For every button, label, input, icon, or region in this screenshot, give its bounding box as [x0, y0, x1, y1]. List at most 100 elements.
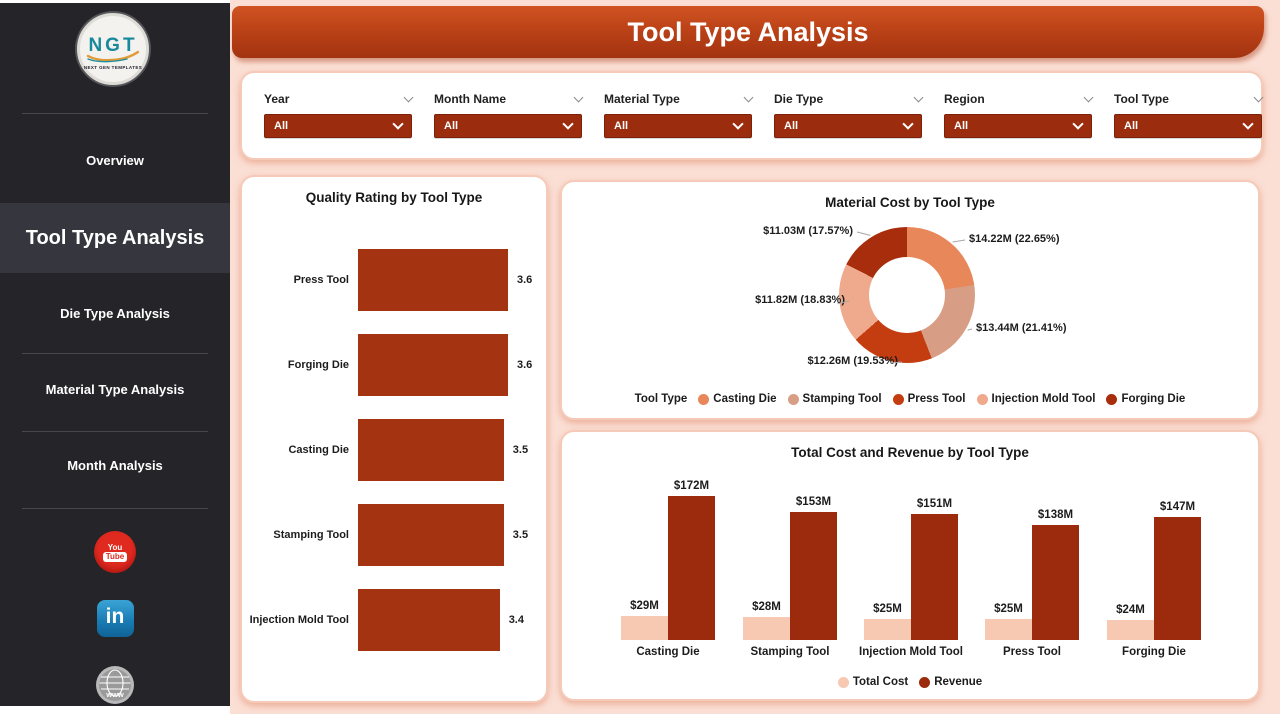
- chevron-down-icon: [1083, 92, 1094, 102]
- total-cost-bar-stamping-tool[interactable]: [743, 616, 790, 640]
- total-cost-bar-forging-die[interactable]: [1107, 619, 1154, 640]
- legend-item-revenue[interactable]: Revenue: [919, 676, 982, 688]
- slice-label-injection-mold-tool: $11.82M (18.83%): [755, 294, 845, 306]
- youtube-icon-text: You: [107, 542, 123, 552]
- filter-die-type-header[interactable]: Die Type: [774, 89, 924, 109]
- sidebar-item-tool-type-analysis[interactable]: Tool Type Analysis: [0, 203, 230, 273]
- sidebar-divider: [22, 353, 208, 354]
- total-cost-bar-injection-mold-tool[interactable]: [864, 619, 911, 640]
- legend-item-injection-mold-tool[interactable]: Injection Mold Tool: [976, 393, 1096, 405]
- legend-label: Injection Mold Tool: [991, 393, 1096, 405]
- filter-label: Tool Type: [1114, 92, 1169, 106]
- filter-value: All: [784, 120, 799, 132]
- legend-label: Total Cost: [852, 676, 909, 688]
- value-label: 3.5: [512, 529, 529, 541]
- page-title: Tool Type Analysis: [627, 16, 869, 47]
- quality-bar-row: Injection Mold Tool 3.4: [242, 589, 546, 651]
- sidebar-item-material-type-analysis[interactable]: Material Type Analysis: [45, 382, 185, 397]
- slice-label-stamping-tool: $13.44M (21.41%): [976, 322, 1067, 334]
- bar-press-tool[interactable]: [358, 249, 508, 311]
- column-chart: $29M $172M $28M $153M $25M $151M $25M $138M $24M…: [562, 472, 1262, 640]
- category-label-injection-mold-tool: Injection Mold Tool: [859, 646, 963, 658]
- website-globe-icon[interactable]: www: [0, 665, 230, 705]
- legend-item-casting-die[interactable]: Casting Die: [698, 393, 777, 405]
- value-label: $25M: [873, 603, 902, 616]
- chevron-down-icon: [1072, 118, 1084, 130]
- filter-region-header[interactable]: Region: [944, 89, 1094, 109]
- filter-material-type-header[interactable]: Material Type: [604, 89, 754, 109]
- youtube-icon[interactable]: You Tube: [0, 531, 230, 573]
- chart-title: Quality Rating by Tool Type: [305, 190, 483, 205]
- sidebar-divider: [22, 508, 208, 509]
- legend-label: Stamping Tool: [802, 393, 882, 405]
- chevron-down-icon: [562, 118, 574, 130]
- category-label-forging-die: Forging Die: [1122, 646, 1186, 658]
- value-label: $28M: [752, 600, 781, 613]
- filter-material-type-dropdown[interactable]: All: [604, 114, 752, 138]
- series-column: $29M: [621, 600, 668, 640]
- sidebar-item-die-type-analysis[interactable]: Die Type Analysis: [60, 306, 170, 321]
- filter-die-type-dropdown[interactable]: All: [774, 114, 922, 138]
- sidebar-item-month-analysis[interactable]: Month Analysis: [67, 458, 163, 473]
- chevron-down-icon: [573, 92, 584, 102]
- total-cost-bar-casting-die[interactable]: [621, 615, 668, 640]
- quality-bar-row: Casting Die 3.5: [242, 419, 546, 481]
- legend-label: Press Tool: [907, 393, 966, 405]
- chart-title: Total Cost and Revenue by Tool Type: [791, 445, 1029, 460]
- donut-chart: $14.22M (22.65%) $13.44M (21.41%) $12.26M …: [562, 182, 1258, 418]
- bar-casting-die[interactable]: [358, 419, 504, 481]
- legend-label: Casting Die: [713, 393, 777, 405]
- filter-value: All: [274, 120, 289, 132]
- bar-stamping-tool[interactable]: [358, 504, 504, 566]
- page-title-banner: Tool Type Analysis: [232, 6, 1264, 58]
- total-cost-bar-press-tool[interactable]: [985, 619, 1032, 640]
- filter-year: Year All: [264, 89, 414, 138]
- series-column: $138M: [1032, 508, 1079, 640]
- revenue-bar-stamping-tool[interactable]: [790, 511, 837, 640]
- quality-bar-row: Forging Die 3.6: [242, 334, 546, 396]
- revenue-bar-press-tool[interactable]: [1032, 524, 1079, 640]
- filter-tool-type-header[interactable]: Tool Type: [1114, 89, 1264, 109]
- linkedin-icon[interactable]: in: [0, 600, 230, 637]
- value-label: $153M: [795, 495, 832, 508]
- chevron-down-icon: [902, 118, 914, 130]
- series-column: $28M: [743, 601, 790, 640]
- filter-label: Month Name: [434, 92, 506, 106]
- filter-tool-type-dropdown[interactable]: All: [1114, 114, 1262, 138]
- filter-month-name-header[interactable]: Month Name: [434, 89, 584, 109]
- category-label-press-tool: Press Tool: [1003, 646, 1061, 658]
- revenue-bar-forging-die[interactable]: [1154, 516, 1201, 640]
- filter-region-dropdown[interactable]: All: [944, 114, 1092, 138]
- value-label: $138M: [1037, 508, 1074, 521]
- legend-item-total-cost[interactable]: Total Cost: [837, 676, 909, 688]
- bar-forging-die[interactable]: [358, 334, 508, 396]
- filter-year-header[interactable]: Year: [264, 89, 414, 109]
- quality-rating-chart-card: Quality Rating by Tool Type Press Tool 3.…: [240, 175, 548, 703]
- bar-injection-mold-tool[interactable]: [358, 589, 500, 651]
- donut-hole: [869, 257, 945, 333]
- legend-item-press-tool[interactable]: Press Tool: [892, 393, 966, 405]
- category-label-casting-die: Casting Die: [636, 646, 700, 658]
- website-icon-text: www: [105, 690, 124, 699]
- quality-bar-row: Press Tool 3.6: [242, 249, 546, 311]
- value-label: $29M: [630, 599, 659, 612]
- revenue-bar-casting-die[interactable]: [668, 496, 715, 640]
- legend-item-stamping-tool[interactable]: Stamping Tool: [787, 393, 882, 405]
- bar-group-casting-die: $29M $172M: [621, 480, 715, 640]
- legend-item-forging-die[interactable]: Forging Die: [1106, 393, 1185, 405]
- category-label: Stamping Tool: [273, 529, 349, 541]
- ngt-logo: NGT NEXT GEN TEMPLATES: [77, 13, 149, 85]
- revenue-bar-injection-mold-tool[interactable]: [911, 513, 958, 640]
- series-column: $25M: [864, 603, 911, 640]
- filter-region: Region All: [944, 89, 1094, 138]
- filter-month-name-dropdown[interactable]: All: [434, 114, 582, 138]
- sidebar-item-overview[interactable]: Overview: [86, 153, 144, 168]
- value-label: 3.6: [517, 359, 533, 371]
- filter-year-dropdown[interactable]: All: [264, 114, 412, 138]
- filter-label: Year: [264, 92, 290, 106]
- value-label: $151M: [916, 497, 953, 510]
- bar-group-press-tool: $25M $138M: [985, 508, 1079, 640]
- quality-bars: Press Tool 3.6 Forging Die 3.6 Casting Die 3.…: [242, 249, 546, 651]
- slice-label-press-tool: $12.26M (19.53%): [807, 355, 899, 367]
